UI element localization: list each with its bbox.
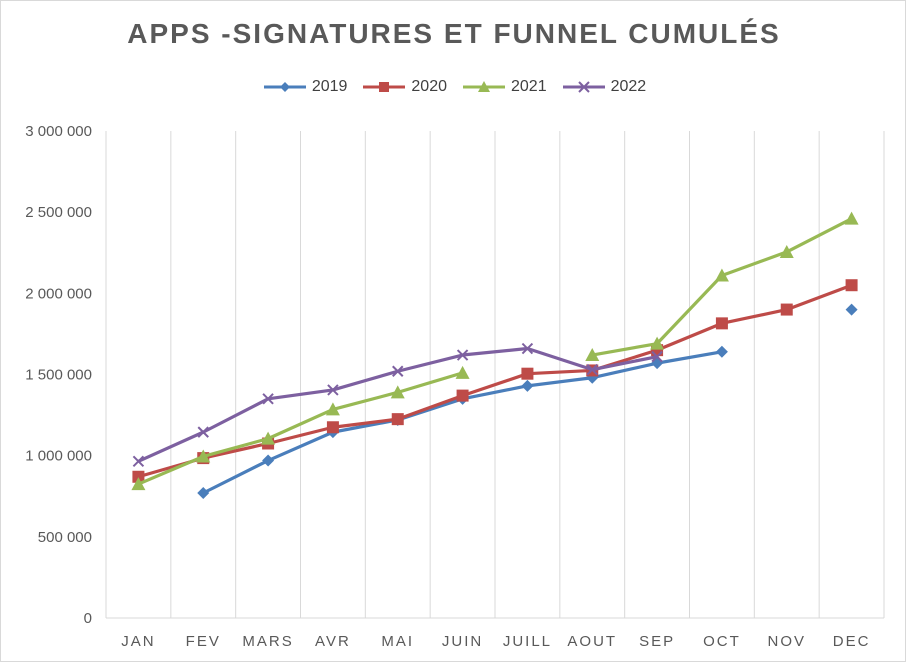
series-2021-line xyxy=(591,217,853,357)
series-2021-point xyxy=(844,211,859,225)
series-2020-point xyxy=(132,470,145,483)
legend-marker-x-icon xyxy=(562,81,605,93)
series-2022-point xyxy=(197,426,209,438)
chart-legend: 2019 2020 2021 2022 xyxy=(0,78,908,96)
x-tick-label: MAI xyxy=(381,633,414,650)
series-2021-point xyxy=(131,477,146,491)
series-2020-point xyxy=(845,279,858,292)
y-tick-label: 2 500 000 xyxy=(25,204,92,221)
series-2020-line xyxy=(137,283,853,479)
x-tick-label: NOV xyxy=(767,633,806,650)
legend-label-2020: 2020 xyxy=(411,78,447,95)
y-tick-label: 0 xyxy=(84,610,92,627)
x-tick-label: DEC xyxy=(833,633,871,650)
x-tick-label: AVR xyxy=(315,633,351,650)
series-2022-point xyxy=(327,384,339,396)
series-2019-point xyxy=(262,454,275,467)
series-2021-point xyxy=(196,449,211,463)
x-tick-label: JUILL xyxy=(503,633,552,650)
y-tick-label: 500 000 xyxy=(38,529,92,546)
y-tick-label: 3 000 000 xyxy=(25,123,92,140)
series-2020-point xyxy=(456,389,469,402)
series-2019-point xyxy=(521,379,534,392)
legend-label-2019: 2019 xyxy=(311,78,348,95)
series-2021-point xyxy=(650,336,665,350)
legend-item-2022: 2022 xyxy=(561,78,647,96)
series-2022-point xyxy=(586,363,598,376)
legend-label-2022: 2022 xyxy=(610,78,647,95)
legend-item-2021: 2021 xyxy=(461,78,547,96)
legend-marker-square-icon xyxy=(363,82,406,92)
series-2021-point xyxy=(714,268,729,282)
series-2022-line xyxy=(137,346,658,463)
series-2021-point xyxy=(261,431,276,445)
series-2022-point xyxy=(392,365,404,377)
series-2021-line xyxy=(137,371,464,486)
series-2022-point xyxy=(456,349,469,361)
legend-item-2020: 2020 xyxy=(361,78,447,96)
x-tick-label: JUIN xyxy=(442,633,483,650)
series-2020-point xyxy=(391,413,404,426)
series-2022-point xyxy=(521,342,534,355)
series-2022-point xyxy=(262,393,274,405)
legend-marker-triangle-icon xyxy=(463,81,505,92)
x-tick-label: SEP xyxy=(639,633,675,650)
series-2019-point xyxy=(715,345,728,358)
series-2020-point xyxy=(715,317,728,330)
y-tick-label: 2 000 000 xyxy=(25,285,92,302)
y-tick-label: 1 500 000 xyxy=(25,367,92,384)
y-tick-label: 1 000 000 xyxy=(25,448,92,465)
x-tick-label: OCT xyxy=(703,633,741,650)
series-2020-point xyxy=(326,421,339,434)
x-tick-label: MARS xyxy=(242,633,293,650)
series-2021-point xyxy=(325,402,340,416)
series-2021-point xyxy=(585,348,600,362)
series-2022-point xyxy=(651,350,663,363)
series-2021-point xyxy=(390,385,405,399)
series-2020-point xyxy=(521,367,534,380)
x-tick-label: JAN xyxy=(121,633,155,650)
series-2021-point xyxy=(455,365,470,379)
x-tick-label: AOUT xyxy=(567,633,617,650)
series-2019-point xyxy=(197,487,210,500)
series-2021-point xyxy=(779,244,794,258)
x-tick-label: FEV xyxy=(186,633,221,650)
series-2022-point xyxy=(132,455,145,468)
legend-item-2019: 2019 xyxy=(262,78,348,96)
series-2019-point xyxy=(845,303,858,316)
legend-marker-diamond-icon xyxy=(263,82,306,92)
series-2020-point xyxy=(780,303,793,316)
chart-title: APPS -SIGNATURES ET FUNNEL CUMULÉS xyxy=(127,18,781,49)
legend-label-2021: 2021 xyxy=(511,78,547,95)
